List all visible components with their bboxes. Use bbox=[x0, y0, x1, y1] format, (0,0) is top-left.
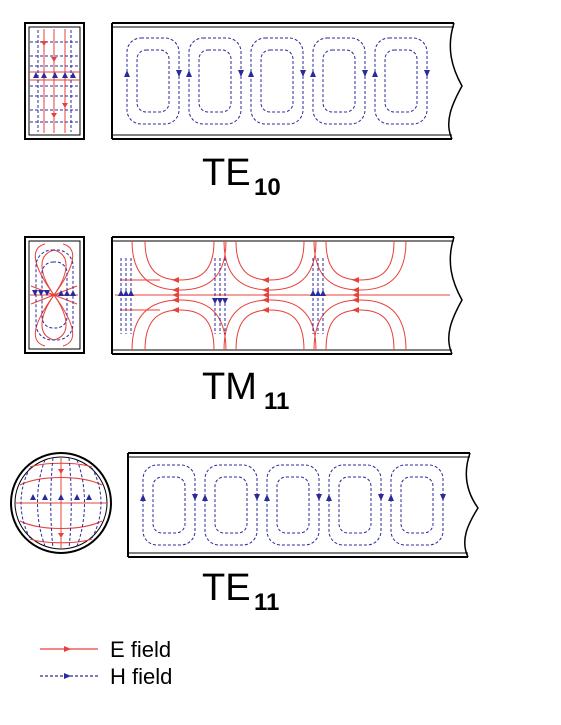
te11-waveguide bbox=[127, 452, 479, 558]
te10-waveguide bbox=[111, 22, 463, 140]
te10-cross-section bbox=[24, 22, 85, 140]
te10-section: TE 10 bbox=[24, 22, 463, 201]
te10-label-main: TE bbox=[202, 152, 251, 194]
legend-h-field: H field bbox=[40, 664, 172, 689]
te11-cross-section bbox=[10, 452, 112, 554]
tm11-waveguide bbox=[111, 236, 463, 355]
legend-e-field: E field bbox=[40, 637, 171, 662]
legend: E field H field bbox=[40, 637, 172, 689]
tm11-cross-section bbox=[24, 236, 85, 354]
te11-section: TE 11 bbox=[10, 452, 479, 616]
te11-label-main: TE bbox=[202, 567, 251, 609]
tm11-label-main: TM bbox=[202, 366, 257, 408]
te10-label-sub: 10 bbox=[254, 174, 281, 201]
legend-h-field-label: H field bbox=[110, 664, 172, 689]
te11-label-sub: 11 bbox=[254, 589, 279, 616]
tm11-section: TM 11 bbox=[24, 236, 463, 415]
tm11-label-sub: 11 bbox=[264, 388, 289, 415]
legend-e-field-label: E field bbox=[110, 637, 171, 662]
